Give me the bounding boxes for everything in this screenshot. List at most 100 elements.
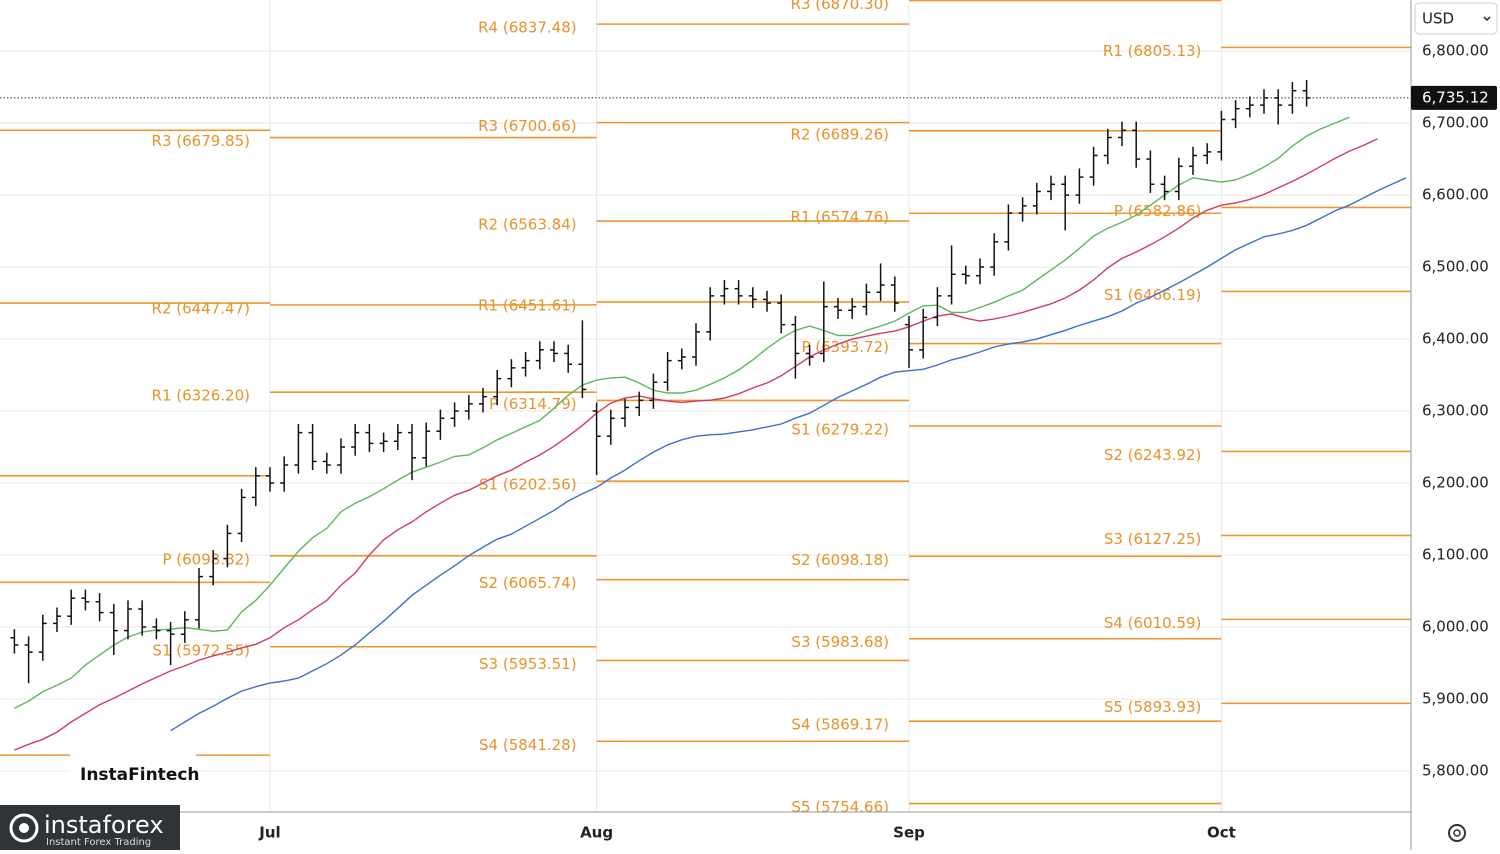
- chevron-icon: [1483, 16, 1491, 22]
- currency-select[interactable]: USD: [1414, 2, 1498, 35]
- brand-tagline: Instant Forex Trading: [46, 837, 151, 848]
- currency-select-box[interactable]: [1414, 2, 1498, 35]
- ohlc-bar: [308, 423, 317, 471]
- ohlc-bar: [592, 402, 601, 476]
- ohlc-bar: [1146, 150, 1155, 193]
- ohlc-bar: [848, 298, 857, 319]
- ohlc-bar: [1160, 175, 1169, 201]
- ohlc-bar: [663, 352, 672, 391]
- ohlc-bar: [393, 423, 402, 450]
- ohlc-bar: [720, 280, 729, 305]
- ohlc-bar: [166, 621, 175, 666]
- pivot-label: R2 (6447.47): [152, 299, 250, 317]
- pivot-label: R4 (6837.48): [478, 19, 576, 37]
- pivot-label: S3 (5953.51): [479, 655, 577, 673]
- ohlc-bar: [266, 467, 274, 492]
- ohlc-bar: [819, 281, 828, 363]
- pivot-label: R1 (6574.76): [791, 208, 889, 226]
- ohlc-bar: [933, 287, 942, 327]
- ohlc-bar: [564, 344, 573, 373]
- ohlc-bar: [947, 245, 956, 305]
- settings-icon[interactable]: [1448, 824, 1466, 842]
- ohlc-bar: [706, 287, 715, 341]
- ohlc-bar: [1018, 197, 1027, 222]
- y-tick-label: 6,500.00: [1422, 258, 1489, 276]
- pivot-label: P (6393.72): [801, 338, 889, 356]
- pivot-label: S2 (6098.18): [791, 551, 889, 569]
- pivot-label: S4 (5841.28): [479, 736, 577, 754]
- ohlc-bar: [621, 398, 629, 427]
- ohlc-bar: [38, 614, 47, 661]
- pivot-label: S1 (5972.55): [152, 641, 250, 659]
- ohlc-bar: [748, 287, 757, 309]
- pivot-label: S4 (6010.59): [1104, 614, 1202, 632]
- ohlc-bar: [834, 298, 842, 319]
- moving-average-line: [170, 177, 1407, 732]
- ohlc-bar: [1245, 96, 1254, 118]
- brand-logo: instaforex Instant Forex Trading: [0, 805, 180, 850]
- pivot-label: R1 (6451.61): [478, 296, 576, 314]
- currency-label[interactable]: USD: [1422, 10, 1454, 28]
- ohlc-bar: [862, 283, 871, 316]
- pivot-label: S3 (6127.25): [1104, 530, 1202, 548]
- pivot-label: S3 (5983.68): [791, 633, 889, 651]
- ohlc-bar: [919, 308, 928, 359]
- ohlc-bar: [379, 432, 388, 453]
- ohlc-bar: [1217, 110, 1226, 161]
- ohlc-bar: [152, 618, 161, 640]
- ohlc-bar: [606, 409, 615, 445]
- pivot-label: R2 (6563.84): [478, 216, 576, 234]
- pivot-label: S5 (5754.66): [791, 798, 889, 816]
- ohlc-bar: [195, 567, 203, 629]
- pivot-label: R1 (6326.20): [152, 387, 250, 405]
- x-tick-label: Aug: [580, 824, 613, 842]
- ohlc-bar: [1061, 175, 1070, 231]
- last-price-tag: [1411, 85, 1497, 110]
- ohlc-bar: [351, 423, 360, 456]
- ohlc-bar: [535, 341, 544, 370]
- pivot-label: P (6582.86): [1114, 202, 1202, 220]
- ohlc-bar: [138, 600, 147, 636]
- ohlc-bar: [10, 629, 19, 654]
- ohlc-bar: [777, 294, 786, 334]
- ohlc-bar: [1103, 128, 1112, 165]
- y-tick-label: 6,000.00: [1422, 617, 1489, 635]
- ohlc-bar: [1075, 168, 1084, 204]
- ohlc-bar: [1231, 100, 1240, 129]
- ohlc-bar: [677, 348, 686, 370]
- ohlc-bar: [53, 607, 61, 633]
- brand-box: [0, 805, 180, 850]
- ohlc-bar: [436, 409, 445, 440]
- ohlc-bar: [734, 280, 743, 305]
- ohlc-bar: [67, 589, 76, 625]
- ohlc-bar: [805, 344, 814, 366]
- ohlc-bar: [876, 263, 885, 301]
- ohlc-bar: [479, 388, 487, 413]
- ohlc-bar: [990, 233, 999, 276]
- ohlc-bar: [109, 603, 118, 656]
- ohlc-bar: [124, 600, 132, 640]
- ohlc-bar: [365, 423, 374, 453]
- brand-icon: [9, 813, 39, 843]
- pivot-label: S1 (6279.22): [791, 420, 889, 438]
- settings-icon-core: [1453, 829, 1461, 837]
- ohlc-bar: [1047, 175, 1055, 201]
- ohlc-bar: [422, 422, 431, 467]
- ohlc-bar: [337, 438, 345, 474]
- settings-button[interactable]: [1448, 824, 1466, 842]
- pivot-label: S1 (6202.56): [479, 476, 577, 494]
- pivot-label: R3 (6700.66): [478, 117, 576, 135]
- ohlc-bar: [1189, 146, 1197, 175]
- ohlc-bar: [223, 524, 232, 568]
- ohlc-bar: [1118, 121, 1126, 147]
- ohlc-bar: [493, 370, 502, 406]
- ohlc-bar: [450, 402, 459, 427]
- x-tick-label: Jul: [258, 824, 280, 842]
- pivot-label: S5 (5893.93): [1104, 698, 1202, 716]
- ohlc-bar: [890, 276, 899, 312]
- ohlc-bar: [635, 391, 644, 417]
- moving-average-line: [14, 138, 1378, 751]
